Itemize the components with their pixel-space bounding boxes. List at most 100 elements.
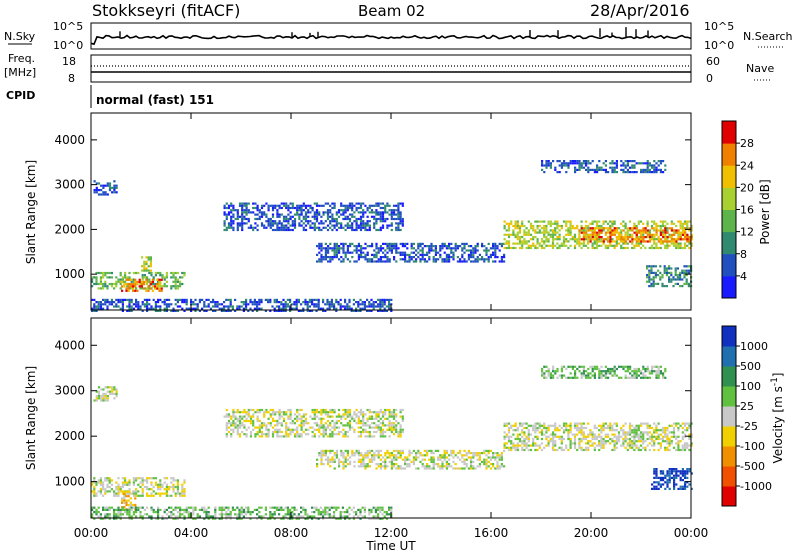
echo-cell [672,242,676,245]
echo-cell [349,456,352,459]
echo-cell [589,238,592,241]
echo-cell [598,166,601,169]
echo-cell [576,240,579,243]
echo-cell [183,301,186,304]
echo-cell [363,301,366,304]
echo-cell [543,240,546,243]
echo-cell [307,209,310,212]
echo-cell [551,435,555,438]
echo-cell [260,426,264,429]
echo-cell [686,444,689,447]
echo-cell [664,426,667,430]
echo-cell [426,452,429,455]
echo-cell [644,246,647,250]
echo-cell [465,249,468,252]
echo-cell [587,238,590,241]
echo-cell [558,233,561,236]
echo-cell [432,458,435,461]
echo-cell [317,303,320,306]
echo-cell [565,162,568,165]
echo-cell [329,458,332,461]
echo-cell [278,222,281,225]
echo-cell [426,449,429,452]
echo-cell [381,419,385,423]
echo-cell [648,424,651,427]
echo-cell [363,303,366,306]
echo-cell [379,307,382,310]
echo-cell [278,309,281,312]
echo-cell [368,415,371,418]
echo-cell [238,415,242,418]
echo-cell [267,301,270,304]
echo-cell [106,305,109,308]
echo-cell [494,467,497,470]
echo-cell [179,492,182,495]
echo-cell [149,258,152,261]
echo-cell [245,435,248,438]
echo-cell [516,231,519,234]
echo-cell [430,467,433,470]
echo-cell [430,452,433,455]
echo-cell [121,289,124,292]
echo-cell [607,370,610,373]
echo-cell [198,309,201,312]
echo-cell [538,220,541,223]
echo-cell [113,490,116,493]
echo-cell [688,229,691,232]
echo-cell [225,217,228,221]
echo-cell [104,492,107,495]
echo-cell [450,251,453,254]
echo-cell [315,220,319,223]
echo-cell [683,424,687,427]
echo-cell [657,224,660,228]
echo-cell [132,283,135,286]
echo-cell [679,233,682,236]
echo-cell [388,422,391,425]
echo-cell [635,233,638,236]
echo-cell [362,215,365,218]
echo-cell [119,280,122,283]
echo-cell [591,227,594,230]
echo-cell [119,298,122,301]
echo-cell [516,448,519,452]
echo-cell [318,213,321,216]
echo-cell [375,454,378,457]
echo-cell [481,452,484,455]
noise-right-tick-top: 10^5 [704,20,734,33]
echo-cell [545,376,548,379]
echo-cell [260,211,264,214]
echo-cell [381,206,385,210]
echo-cell [620,229,623,232]
echo-cell [106,395,109,398]
echo-cell [102,274,105,277]
echo-cell [527,448,530,452]
echo-cell [390,465,393,468]
echo-cell [441,247,444,250]
echo-cell [267,428,270,431]
echo-cell [600,168,603,171]
echo-cell [525,231,528,234]
echo-cell [102,483,105,486]
echo-cell [642,231,645,234]
echo-cell [448,242,451,245]
echo-cell [110,282,113,286]
echo-cell [366,452,369,455]
echo-cell [359,422,363,425]
echo-cell [532,235,535,239]
echo-cell [132,490,135,493]
echo-cell [496,463,499,466]
echo-cell [357,303,360,306]
echo-cell [181,298,184,301]
echo-cell [646,431,649,434]
echo-cell [102,298,105,301]
echo-cell [609,220,612,223]
echo-cell [269,222,272,225]
echo-cell [97,481,100,484]
echo-cell [554,372,557,375]
echo-cell [538,426,541,430]
echo-cell [91,490,94,493]
echo-cell [551,229,555,232]
echo-cell [324,253,327,256]
echo-cell [342,260,345,263]
echo-cell [574,372,577,375]
